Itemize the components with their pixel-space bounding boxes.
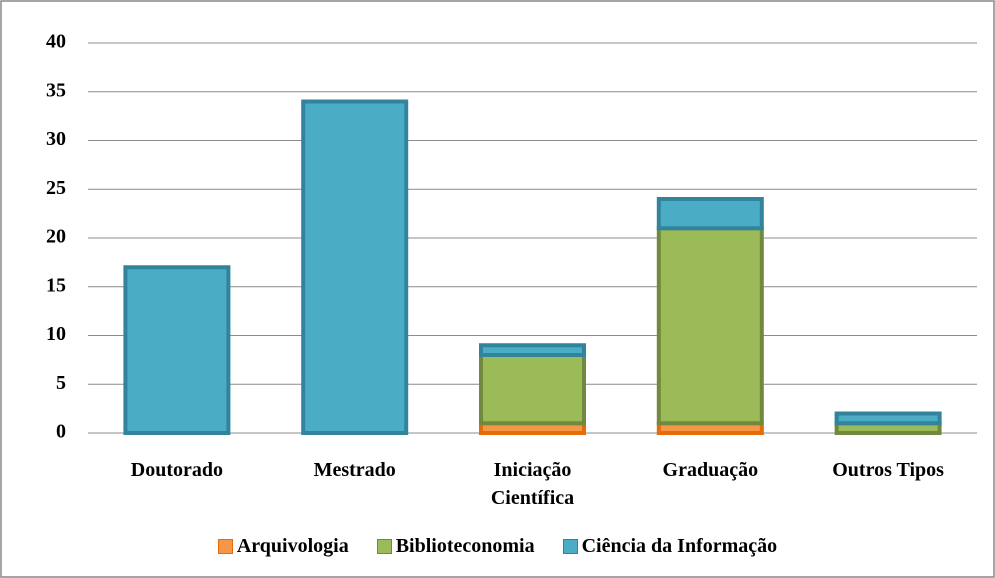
y-tick-label: 5: [56, 372, 66, 394]
y-tick-label: 10: [46, 323, 66, 345]
legend-item: Biblioteconomia: [376, 535, 535, 558]
bar-segment: [656, 197, 764, 231]
bar-segment: [123, 265, 231, 435]
bar-segment: [834, 411, 942, 426]
x-tick-label: Graduação: [662, 459, 759, 481]
legend-swatch: [217, 539, 233, 554]
y-tick-label: 40: [46, 31, 66, 53]
bar-segment: [301, 99, 409, 435]
x-tick-label: Doutorado: [130, 459, 223, 481]
y-tick-label: 0: [56, 421, 66, 443]
legend-item: Arquivologia: [217, 535, 349, 558]
y-tick-label: 35: [46, 79, 66, 101]
x-tick-label: Mestrado: [313, 459, 396, 481]
legend-swatch: [562, 539, 578, 554]
y-tick-label: 20: [46, 226, 66, 248]
legend-item: Ciência da Informação: [562, 535, 778, 558]
x-tick-label: Outros Tipos: [832, 459, 944, 481]
bar-segment: [656, 226, 764, 426]
y-tick-label: 25: [46, 177, 66, 199]
legend-label: Biblioteconomia: [395, 535, 535, 557]
legend-swatch: [376, 539, 392, 554]
y-tick-label: 15: [46, 274, 66, 296]
x-tick-label: Iniciação Científica: [490, 459, 575, 509]
bar-segment: [479, 353, 586, 426]
legend: Arquivologia Biblioteconomia Ciência da In…: [0, 535, 995, 558]
y-tick-label: 30: [46, 128, 66, 150]
legend-label: Arquivologia: [236, 535, 349, 557]
legend-label: Ciência da Informação: [581, 535, 778, 557]
bar-segment: [479, 343, 586, 357]
